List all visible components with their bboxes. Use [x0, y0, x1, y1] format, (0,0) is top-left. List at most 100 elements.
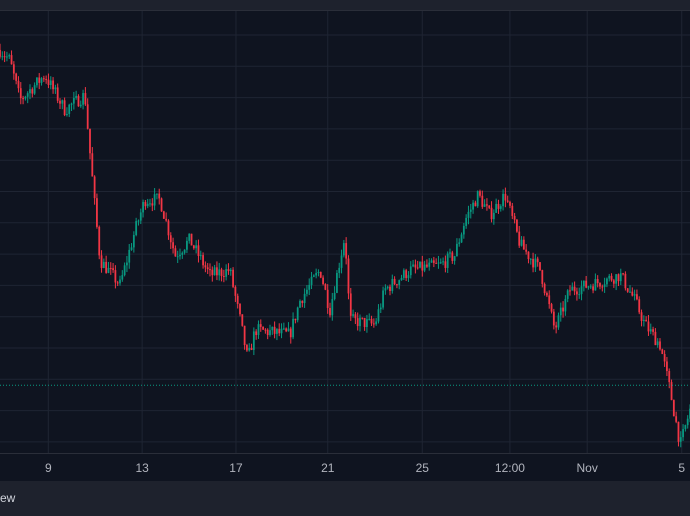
candle-body — [594, 279, 597, 291]
candle-body — [89, 128, 91, 154]
candle-body — [615, 274, 618, 284]
candle-body — [617, 274, 620, 282]
candle-body — [167, 220, 170, 236]
candle-body — [585, 280, 588, 288]
candle-body — [370, 318, 373, 324]
candle-body — [488, 205, 491, 208]
candle-body — [396, 284, 398, 286]
candles — [0, 43, 690, 448]
candle-body — [146, 203, 149, 207]
candle-body — [622, 273, 624, 275]
candle-body — [322, 277, 324, 285]
candle-body — [248, 347, 251, 351]
candle-body — [555, 325, 558, 328]
candle-body — [518, 231, 521, 246]
candle-body — [426, 264, 428, 267]
candle-body — [342, 243, 345, 256]
candle-body — [640, 312, 643, 322]
candle-body — [499, 206, 502, 209]
candle-body — [204, 265, 207, 268]
candle-body — [446, 253, 449, 268]
candle-body — [631, 291, 634, 296]
candle-body — [98, 226, 101, 256]
candle-body — [520, 239, 523, 246]
candle-body — [589, 286, 592, 288]
candle-body — [603, 284, 606, 287]
candle-body — [61, 100, 64, 104]
candle-body — [432, 260, 435, 263]
candle-body — [252, 331, 255, 350]
candle-body — [677, 421, 680, 442]
candle-body — [100, 255, 103, 268]
candle-body — [79, 104, 82, 107]
candle-body — [312, 275, 315, 277]
candle-body — [47, 79, 50, 86]
candle-body — [550, 304, 553, 312]
candle-body — [619, 273, 622, 282]
candle-body — [262, 326, 264, 330]
candle-body — [525, 249, 528, 252]
candle-body — [578, 294, 581, 296]
candle-body — [543, 283, 546, 294]
candle-body — [580, 286, 583, 295]
candle-body — [8, 55, 11, 57]
candle-body — [435, 262, 438, 264]
candle-body — [652, 329, 654, 332]
candle-body — [82, 93, 84, 105]
candle-body — [273, 326, 276, 334]
candle-body — [218, 269, 221, 276]
candle-body — [490, 207, 493, 220]
candle-body — [54, 87, 57, 90]
candle-body — [462, 225, 465, 235]
candle-body — [77, 95, 80, 107]
candle-body — [566, 290, 569, 299]
candle-body — [319, 271, 322, 278]
candle-body — [199, 255, 202, 257]
candle-body — [624, 273, 627, 289]
candle-body — [294, 318, 297, 321]
candle-body — [49, 80, 52, 86]
candle-body — [638, 299, 641, 313]
candle-body — [372, 323, 375, 325]
x-tick-label: 12:00 — [494, 461, 525, 475]
candle-body — [495, 203, 498, 213]
candle-body — [151, 203, 154, 206]
brand-text: ew — [0, 491, 16, 505]
candle-body — [225, 269, 228, 277]
grid-lines — [0, 11, 690, 453]
candle-body — [672, 400, 675, 417]
candle-body — [68, 104, 71, 114]
candle-body — [437, 262, 440, 264]
candlestick-chart[interactable] — [0, 11, 690, 453]
candle-body — [243, 325, 246, 346]
x-tick-label: 9 — [44, 461, 52, 475]
candle-body — [449, 252, 451, 254]
candle-body — [259, 324, 262, 327]
candle-body — [257, 324, 260, 335]
candle-body — [195, 245, 198, 249]
candle-body — [391, 278, 394, 291]
candle-body — [66, 113, 68, 116]
candle-body — [428, 262, 431, 267]
candle-body — [513, 215, 516, 220]
candle-body — [686, 418, 689, 426]
candle-body — [315, 272, 318, 276]
candle-body — [375, 321, 378, 325]
candle-body — [557, 315, 560, 328]
candle-body — [439, 262, 442, 264]
candle-body — [206, 267, 209, 270]
candle-body — [26, 93, 29, 97]
time-axis[interactable]: 9 13 17 21 25 12:00 Nov 5 — [0, 453, 690, 482]
candle-body — [483, 204, 486, 207]
candle-body — [234, 286, 237, 296]
candle-body — [271, 326, 274, 331]
candle-body — [232, 269, 234, 287]
candle-body — [407, 275, 410, 279]
x-tick-label: 13 — [135, 461, 149, 475]
candle-body — [19, 88, 22, 99]
candle-body — [289, 328, 292, 338]
candle-body — [86, 104, 89, 129]
candle-body — [460, 234, 463, 243]
candle-body — [139, 212, 142, 221]
candle-body — [75, 95, 78, 98]
